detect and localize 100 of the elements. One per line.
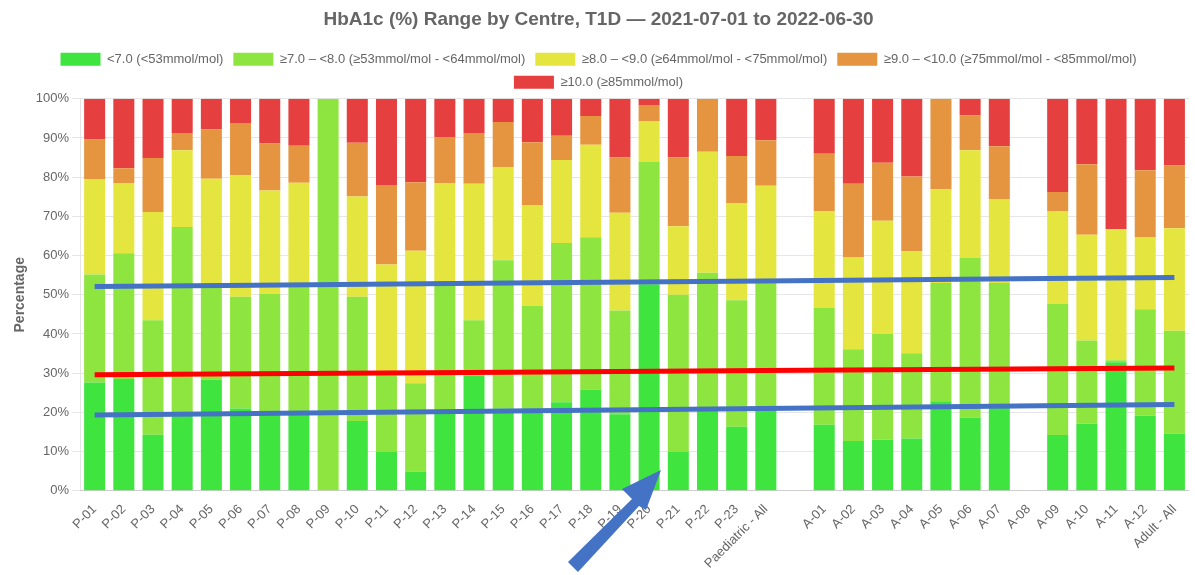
- bar: [609, 414, 631, 491]
- bar: [230, 175, 252, 297]
- bar: [1134, 170, 1156, 238]
- y-tick-label: 20%: [43, 403, 70, 419]
- bar: [288, 145, 310, 183]
- bar: [259, 143, 281, 191]
- bar: [726, 98, 748, 157]
- bar: [638, 105, 660, 122]
- bar: [726, 156, 748, 204]
- y-tick-label: 60%: [43, 247, 70, 263]
- bar: [375, 98, 397, 186]
- bar: [667, 157, 689, 227]
- bar: [463, 98, 485, 133]
- bar: [872, 220, 894, 334]
- bar: [1105, 98, 1127, 230]
- bar: [638, 98, 660, 106]
- bar: [959, 257, 981, 418]
- bar: [346, 420, 368, 491]
- bar: [463, 183, 485, 321]
- bar: [1047, 210, 1069, 304]
- bar: [872, 439, 894, 491]
- bar: [84, 98, 106, 140]
- bar: [1134, 415, 1156, 491]
- bar: [84, 179, 106, 275]
- bar: [1163, 228, 1185, 331]
- bar: [1163, 433, 1185, 491]
- bar: [259, 190, 281, 294]
- bar: [346, 296, 368, 421]
- bar: [375, 375, 397, 452]
- bar: [492, 121, 514, 167]
- bar: [988, 283, 1010, 405]
- bar: [171, 132, 193, 151]
- bar: [171, 414, 193, 491]
- bar: [113, 183, 135, 254]
- bar: [1163, 330, 1185, 434]
- bar: [288, 286, 310, 413]
- bar: [463, 375, 485, 491]
- bar: [375, 185, 397, 265]
- bar: [726, 203, 748, 301]
- bar: [405, 383, 427, 472]
- bar: [609, 310, 631, 415]
- bar: [726, 300, 748, 427]
- bar: [113, 379, 135, 491]
- y-tick-label: 50%: [43, 286, 70, 302]
- bar: [142, 320, 164, 435]
- bar: [171, 226, 193, 415]
- bar: [842, 183, 864, 258]
- bar: [1047, 192, 1069, 211]
- bar: [696, 408, 718, 491]
- y-tick-label: 10%: [43, 443, 70, 459]
- bar: [988, 98, 1010, 147]
- bar: [1076, 164, 1098, 235]
- bar: [988, 146, 1010, 200]
- bar: [230, 296, 252, 409]
- bar: [638, 121, 660, 162]
- bar: [813, 308, 835, 425]
- bar: [872, 162, 894, 221]
- bar: [580, 144, 602, 238]
- chart-title: HbA1c (%) Range by Centre, T1D — 2021-07-01 to 2022-06-30: [323, 7, 874, 29]
- bar: [142, 434, 164, 491]
- legend-label: <7.0 (<53mmol/mol): [107, 50, 224, 66]
- bar: [142, 98, 164, 158]
- bar: [667, 294, 689, 452]
- bar: [142, 157, 164, 213]
- bar: [842, 440, 864, 491]
- bar: [521, 305, 543, 409]
- bar: [930, 189, 952, 283]
- bar: [755, 140, 777, 186]
- bar: [988, 199, 1010, 283]
- bar: [580, 116, 602, 145]
- bar: [230, 123, 252, 176]
- bar: [492, 260, 514, 409]
- bar: [755, 408, 777, 491]
- bar: [463, 132, 485, 184]
- bar: [667, 226, 689, 295]
- bar: [84, 139, 106, 180]
- bar: [755, 283, 777, 409]
- bar: [1134, 309, 1156, 416]
- bar: [317, 98, 339, 491]
- bar: [813, 153, 835, 211]
- legend-label: ≥9.0 – <10.0 (≥75mmol/mol - <85mmol/mol): [883, 50, 1137, 66]
- bar: [259, 293, 281, 413]
- y-tick-label: 0%: [50, 482, 70, 498]
- bar: [1134, 98, 1156, 171]
- bar: [609, 212, 631, 311]
- bar: [142, 212, 164, 321]
- bar: [813, 98, 835, 154]
- bar: [230, 408, 252, 491]
- y-axis-title: Percentage: [11, 256, 28, 333]
- bar: [434, 412, 456, 491]
- bar: [1163, 98, 1185, 166]
- bar: [872, 98, 894, 163]
- y-tick-label: 100%: [35, 90, 70, 106]
- bar: [434, 98, 456, 138]
- bar: [346, 98, 368, 143]
- y-tick-label: 70%: [43, 207, 70, 223]
- legend-label: ≥7.0 – <8.0 (≥53mmol/mol - <64mmol/mol): [279, 50, 526, 66]
- bar: [755, 98, 777, 141]
- bar: [200, 129, 222, 179]
- bar: [434, 137, 456, 184]
